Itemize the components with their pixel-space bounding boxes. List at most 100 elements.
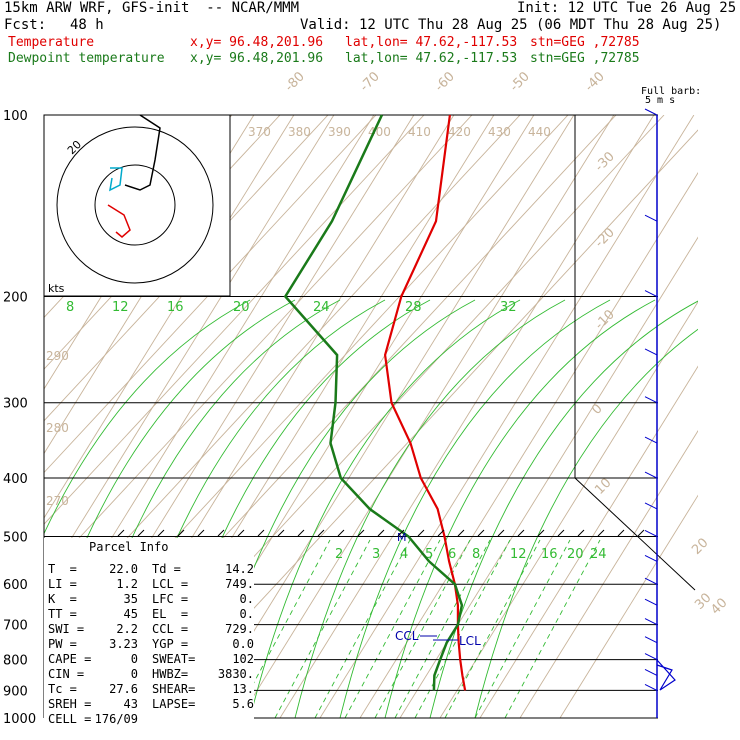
mixing-ratio-line [314,539,411,718]
parcel-cell: SREH = [48,697,92,711]
wind-barb [644,598,658,606]
pressure-label: 1000 [3,712,36,727]
isotherm-line [439,301,698,718]
pressure-label: 200 [3,291,28,306]
parcel-cell: 13. [232,682,254,696]
isotherm-line [199,115,575,718]
isotherm-label: -30 [592,149,618,175]
theta-label: 420 [448,125,471,139]
mixing-ratio-line [394,539,491,718]
wind-barb [644,668,658,676]
parcel-cell: EL = [152,607,189,621]
parcel-cell: 0. [239,607,254,621]
hatch-mark [357,529,365,537]
mixing-label: 24 [313,300,330,315]
wind-barb [644,436,658,444]
theta-label: 370 [248,125,271,139]
wind-barb [644,636,658,644]
isotherm-line [399,236,698,718]
wind-barb [644,618,658,626]
ccl-label: CCL [395,629,419,643]
moist-adiabat-line [429,300,698,718]
valid-time: Valid: 12 UTC Thu 28 Aug 25 (06 MDT Thu … [300,17,722,33]
wind-barb [644,214,658,222]
theta-label: 390 [328,125,351,139]
isotherm-label: -80 [282,69,308,95]
parcel-cell: SWI = [48,622,85,636]
pressure-label: 300 [3,397,28,412]
hatch-mark [157,529,165,537]
mixing-label: 2 [335,547,343,562]
mixing-ratio-line [504,539,601,718]
parcel-cell: CCL = [152,622,189,636]
mixing-ratio-line [414,539,511,718]
hodograph-kts-label: kts [48,282,65,295]
parcel-cell: K = [48,592,77,606]
parcel-cell: LAPSE= [152,697,196,711]
wind-barb [644,108,658,116]
isotherm-line [44,115,295,519]
parcel-cell: 43 [123,697,138,711]
dry-adiabat-line [44,115,329,422]
wind-barb [644,554,658,562]
hatch-mark [137,529,145,537]
hodograph-trace-red [107,204,131,238]
hatch-mark [557,529,565,537]
mixing-ratio-line [274,539,371,718]
parcel-cell: 35 [123,592,138,606]
hodograph-trace [124,114,161,191]
theta-label: 400 [368,125,391,139]
hatch-mark [217,529,225,537]
pressure-label: 400 [3,472,28,487]
parcel-cell: CIN = [48,667,85,681]
mixing-label: 8 [472,547,480,562]
parcel-cell: SWEAT= [152,652,196,666]
hodograph-trace-cyan [109,167,123,192]
level-mark: M [397,531,407,544]
mixing-label: 12 [510,547,527,562]
parcel-cell: CELL = [48,712,92,726]
barb-title-1: Full barb: [641,86,702,97]
hatch-mark [237,529,245,537]
theta-label: 280 [46,421,69,435]
mixing-ratio-line [444,539,541,718]
mixing-label: 5 [425,547,433,562]
parcel-cell: 0.0 [232,637,254,651]
parcel-cell: 3830. [217,667,254,681]
parcel-cell: SHEAR= [152,682,196,696]
pressure-label: 100 [3,109,28,124]
temp-xy: x,y= 96.48,201.96 [190,35,324,50]
dry-adiabat-line [44,115,377,474]
hodograph-ring-inner [94,164,176,246]
temp-latlon: lat,lon= 47.62,-117.53 [345,35,518,50]
wind-barb [644,348,658,356]
mixing-label: 3 [372,547,380,562]
barb-title-2: 5 m s [645,95,676,106]
temp-stn: stn=GEG ,72785 [530,35,640,50]
mixing-label: 32 [500,300,517,315]
theta-label: 270 [46,494,69,508]
mixing-ratio-line [474,539,571,718]
dry-adiabat-line [44,115,425,525]
pressure-label: 500 [3,530,28,545]
wind-barb [644,502,658,510]
parcel-cell: 749. [225,577,254,591]
hatch-mark [437,529,445,537]
theta-label: 290 [46,349,69,363]
hatch-mark [577,529,585,537]
dew-xy: x,y= 96.48,201.96 [190,51,324,66]
parcel-cell: CAPE = [48,652,92,666]
mixing-label: 8 [66,300,74,315]
parcel-cell: 0 [130,667,138,681]
isotherm-line [559,494,698,718]
moist-adiabat-line [384,299,656,718]
isotherm-line [279,115,655,718]
parcel-cell: 14.2 [225,562,254,576]
plot-diag-border [574,477,696,591]
model-title: 15km ARW WRF, GFS-init -- NCAR/MMM [4,0,300,16]
wind-barb [644,396,658,404]
wind-barb [644,290,658,297]
hatch-mark [277,529,285,537]
dew-stn: stn=GEG ,72785 [530,51,640,66]
hatch-mark [297,529,305,537]
